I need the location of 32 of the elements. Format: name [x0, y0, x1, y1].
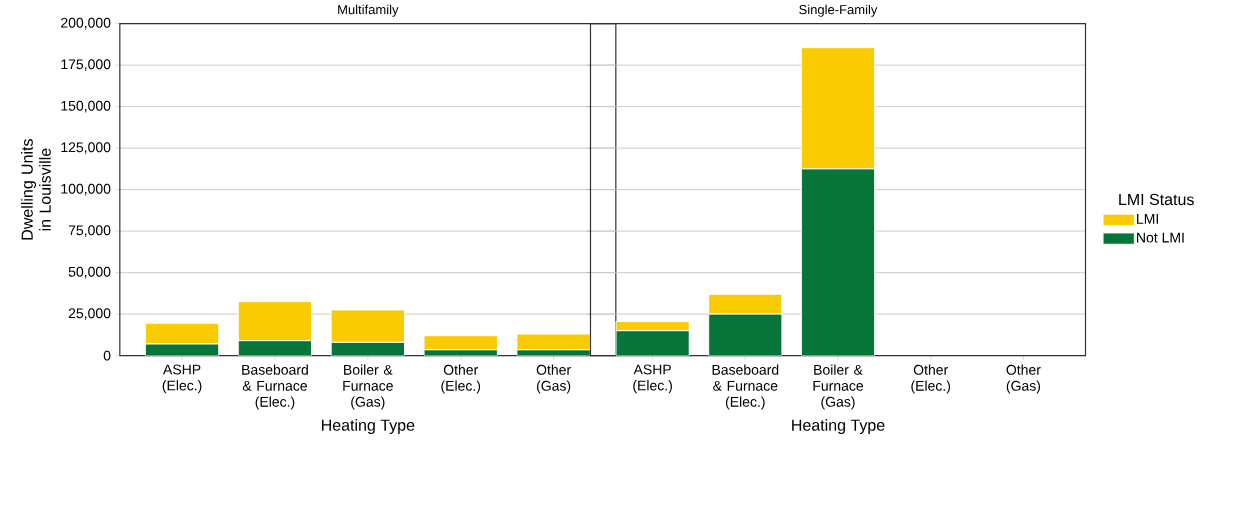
y-tick-label: 200,000: [61, 17, 111, 30]
bar: [238, 340, 312, 356]
y-tick-label: 25,000: [68, 308, 111, 320]
x-tick-label: Boiler & Furnace (Gas): [343, 364, 393, 410]
y-tick-label: 100,000: [61, 183, 111, 196]
x-tick-label: Other (Gas): [536, 364, 571, 394]
legend-label: LMI: [1137, 214, 1158, 224]
chart-title: Single-Family: [799, 4, 878, 17]
bar: [708, 313, 783, 356]
x-tick-label: Other (Elec.): [911, 364, 951, 394]
x-tick-label: Other (Elec.): [441, 364, 481, 394]
y-tick-label: 150,000: [61, 100, 111, 113]
y-tick-label: 125,000: [61, 142, 111, 154]
x-tick-label: Boiler & Furnace (Gas): [813, 364, 864, 410]
legend-label: Not LMI: [1137, 232, 1184, 243]
y-tick-label: 0: [103, 350, 111, 361]
bar: [615, 330, 690, 356]
y-axis-title: Dwelling Units in Louisville: [21, 139, 51, 240]
x-tick-label: ASHP (Elec.): [633, 364, 672, 394]
x-tick-label: Other (Gas): [1006, 364, 1041, 394]
y-tick-label: 175,000: [61, 59, 111, 71]
x-axis-title: Heating Type: [792, 419, 885, 434]
legend-title: LMI Status: [1119, 193, 1194, 206]
y-tick-label: 75,000: [68, 225, 111, 237]
y-tick-label: 50,000: [68, 266, 111, 279]
x-tick-label: ASHP (Elec.): [162, 364, 202, 394]
chart-title: Multifamily: [338, 4, 399, 17]
bar: [800, 168, 876, 356]
x-axis-title: Heating Type: [322, 419, 415, 434]
x-tick-label: Baseboard & Furnace (Elec.): [242, 364, 308, 410]
x-tick-label: Baseboard & Furnace (Elec.): [712, 364, 779, 410]
bar: [708, 293, 783, 315]
